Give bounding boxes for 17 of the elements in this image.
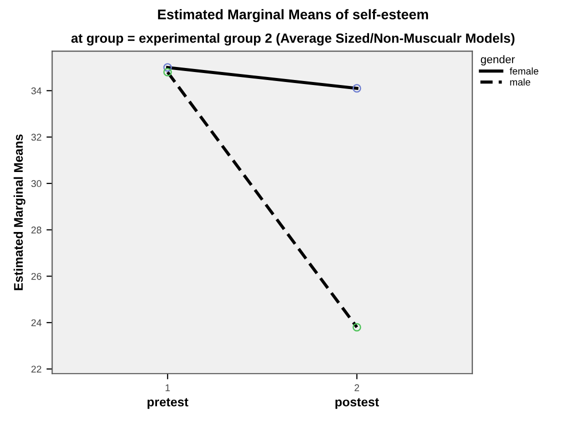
y-tick-label: 22	[31, 366, 42, 373]
text: postest	[335, 398, 379, 409]
y-tick-label: 24	[31, 319, 42, 326]
legend-title: gender	[480, 55, 515, 66]
chart-title: Estimated Marginal Means of self-esteem	[158, 9, 428, 22]
y-tick-label: 32	[31, 134, 42, 141]
chart-subtitle: at group = experimental group 2 (Average Sized/Non-Muscualr Models)	[71, 33, 514, 46]
legend-label: female	[510, 67, 538, 75]
y-tick-label: 30	[31, 180, 42, 188]
x-tick-label: 2	[354, 384, 360, 392]
y-tick-label: 28	[31, 226, 42, 234]
y-tick-label: 34	[31, 87, 42, 94]
y-tick-label: 26	[31, 272, 42, 280]
legend-label: male	[510, 78, 530, 86]
x-tick-label: 1	[166, 384, 170, 392]
text: pretest	[148, 398, 188, 409]
y-axis-title: Estimated Marginal Means	[14, 134, 26, 290]
